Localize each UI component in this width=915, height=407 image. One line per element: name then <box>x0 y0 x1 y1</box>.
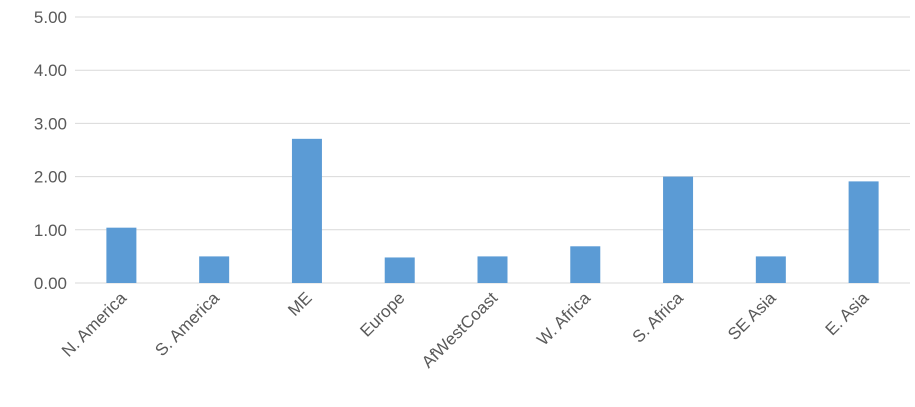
y-tick-label: 4.00 <box>34 61 67 80</box>
bar <box>755 256 786 283</box>
bar <box>106 227 137 283</box>
x-category-label: ME <box>284 288 315 319</box>
y-tick-label: 2.00 <box>34 168 67 187</box>
bar <box>477 256 508 283</box>
bar <box>291 138 322 283</box>
y-tick-label: 5.00 <box>34 8 67 27</box>
bar <box>663 176 694 283</box>
y-axis-tick-labels: 0.00 1.00 2.00 3.00 4.00 5.00 <box>34 8 67 293</box>
x-category-label: N. America <box>58 288 131 361</box>
x-category-label: S. America <box>151 288 223 360</box>
bar <box>570 246 601 283</box>
x-axis-category-labels: N. America S. America ME Europe AfWestCoast W… <box>58 288 873 372</box>
bar <box>199 256 230 283</box>
x-category-label: Europe <box>356 288 408 340</box>
gridlines <box>75 16 910 284</box>
bar <box>384 257 415 283</box>
bar <box>848 181 879 283</box>
y-tick-label: 3.00 <box>34 114 67 133</box>
x-category-label: E. Asia <box>822 288 873 339</box>
x-category-label: W. Africa <box>533 288 594 349</box>
bars <box>106 138 879 283</box>
x-category-label: AfWestCoast <box>418 288 502 372</box>
x-category-label: S. Africa <box>629 288 688 347</box>
y-tick-label: 0.00 <box>34 274 67 293</box>
y-tick-label: 1.00 <box>34 221 67 240</box>
x-category-label: SE Asia <box>724 288 780 344</box>
